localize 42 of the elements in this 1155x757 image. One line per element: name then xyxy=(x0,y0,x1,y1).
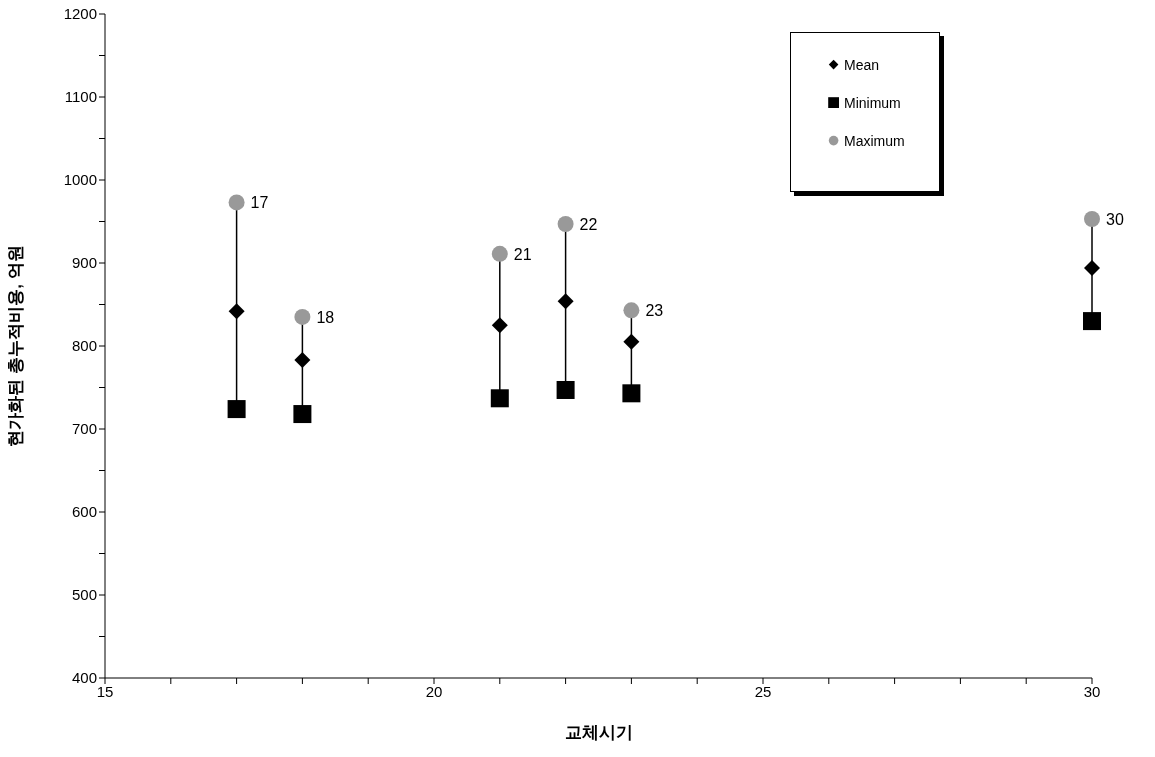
annotation: 21 xyxy=(513,245,532,263)
x-tick-label: 25 xyxy=(754,682,772,700)
point xyxy=(293,405,312,424)
point xyxy=(491,245,508,262)
annotation: 17 xyxy=(250,194,269,212)
point xyxy=(228,303,245,320)
point xyxy=(490,389,509,408)
point xyxy=(1084,259,1100,276)
point xyxy=(557,215,574,232)
y-tick-label: 1100 xyxy=(64,88,97,106)
point xyxy=(294,308,311,325)
point xyxy=(491,317,508,334)
annotation: 23 xyxy=(645,301,664,319)
x-tick-label: 30 xyxy=(1083,682,1101,700)
x-tick-label: 15 xyxy=(96,682,114,700)
point xyxy=(228,194,245,211)
annotation: 22 xyxy=(579,215,598,233)
point xyxy=(557,293,574,310)
y-tick-label: 800 xyxy=(71,337,97,355)
y-axis-title: 현가화된 총누적비용, 억원 xyxy=(6,245,26,447)
legend-label: Mean xyxy=(844,57,880,73)
x-tick-label: 20 xyxy=(425,682,443,700)
y-tick-label: 500 xyxy=(71,586,97,604)
point xyxy=(623,333,640,350)
y-tick-label: 900 xyxy=(71,254,97,272)
y-tick-label: 400 xyxy=(71,669,97,687)
y-tick-label: 700 xyxy=(71,420,97,438)
annotation: 30 xyxy=(1106,210,1124,228)
point xyxy=(227,400,246,419)
y-tick-label: 1200 xyxy=(63,5,97,23)
y-tick-label: 600 xyxy=(71,503,97,521)
legend-label: Maximum xyxy=(844,133,905,149)
point xyxy=(623,302,640,319)
y-tick-label: 1000 xyxy=(63,171,97,189)
point xyxy=(1084,211,1100,228)
annotation: 18 xyxy=(316,308,335,326)
legend-label: Minimum xyxy=(844,95,901,111)
x-axis-title: 교체시기 xyxy=(564,723,633,742)
point xyxy=(556,380,575,399)
point xyxy=(294,352,311,369)
point xyxy=(1083,312,1101,331)
point xyxy=(622,384,641,403)
